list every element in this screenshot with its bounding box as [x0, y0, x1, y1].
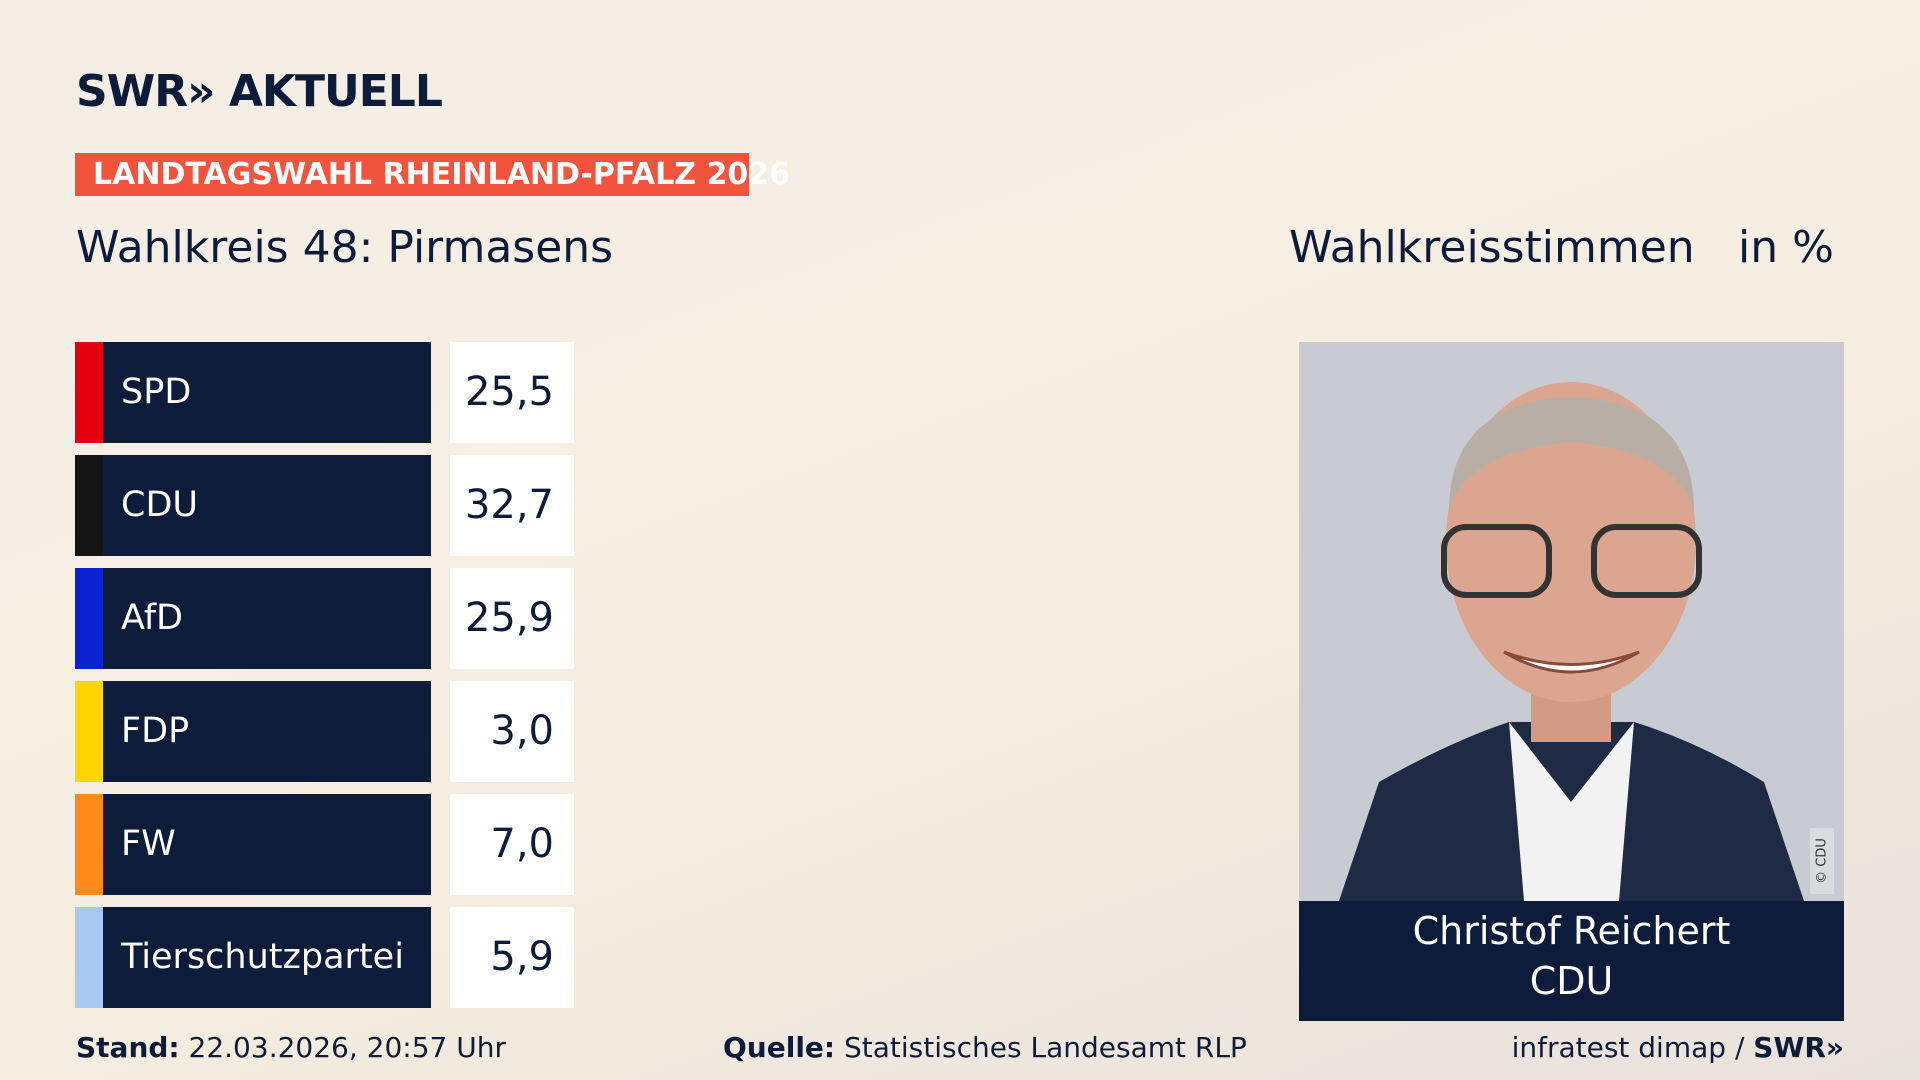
party-color [75, 681, 103, 782]
party-value: 3,0 [450, 681, 574, 782]
photo-credit: © CDU [1810, 828, 1834, 894]
party-name: SPD [103, 342, 431, 443]
candidate-party: CDU [1529, 959, 1614, 1003]
stand: Stand: 22.03.2026, 20:57 Uhr [76, 1031, 506, 1064]
subtitle: Wahlkreis 48: Pirmasens [76, 222, 614, 273]
party-color [75, 568, 103, 669]
party-name: Tierschutzpartei [103, 907, 431, 1008]
party-color [75, 907, 103, 1008]
party-value: 25,5 [450, 342, 574, 443]
party-color [75, 342, 103, 443]
party-color [75, 794, 103, 895]
party-color [75, 455, 103, 556]
measure: Wahlkreisstimmen [1289, 222, 1695, 273]
logo: SWR» AKTUELL [76, 66, 443, 117]
result-row: SPD 25,5 [75, 342, 574, 443]
result-row: CDU 32,7 [75, 455, 574, 556]
candidate-photo [1299, 342, 1844, 901]
party-value: 25,9 [450, 568, 574, 669]
party-name: FDP [103, 681, 431, 782]
source-value: Statistisches Landesamt RLP [844, 1031, 1247, 1064]
credit-brand: SWR» [1753, 1031, 1844, 1064]
photo-credit-text: © CDU [1814, 838, 1830, 884]
footer-credit: infratest dimap / SWR» [1512, 1031, 1844, 1064]
party-name: CDU [103, 455, 431, 556]
party-name: AfD [103, 568, 431, 669]
unit: in % [1738, 222, 1834, 273]
candidate-name: Christof Reichert [1412, 909, 1731, 953]
stand-label: Stand: [76, 1031, 180, 1064]
stand-value: 22.03.2026, 20:57 Uhr [188, 1031, 506, 1064]
banner: LANDTAGSWAHL RHEINLAND-PFALZ 2026 [75, 153, 790, 196]
party-value: 5,9 [450, 907, 574, 1008]
candidate-caption: Christof Reichert CDU [1299, 901, 1844, 1021]
party-name: FW [103, 794, 431, 895]
credit-text: infratest dimap / [1511, 1031, 1745, 1064]
result-row: FW 7,0 [75, 794, 574, 895]
result-row: FDP 3,0 [75, 681, 574, 782]
photo-placeholder [1299, 342, 1844, 901]
result-row: Tierschutzpartei 5,9 [75, 907, 574, 1008]
source: Quelle: Statistisches Landesamt RLP [723, 1031, 1247, 1064]
result-row: AfD 25,9 [75, 568, 574, 669]
party-value: 32,7 [450, 455, 574, 556]
party-value: 7,0 [450, 794, 574, 895]
source-label: Quelle: [723, 1031, 836, 1064]
